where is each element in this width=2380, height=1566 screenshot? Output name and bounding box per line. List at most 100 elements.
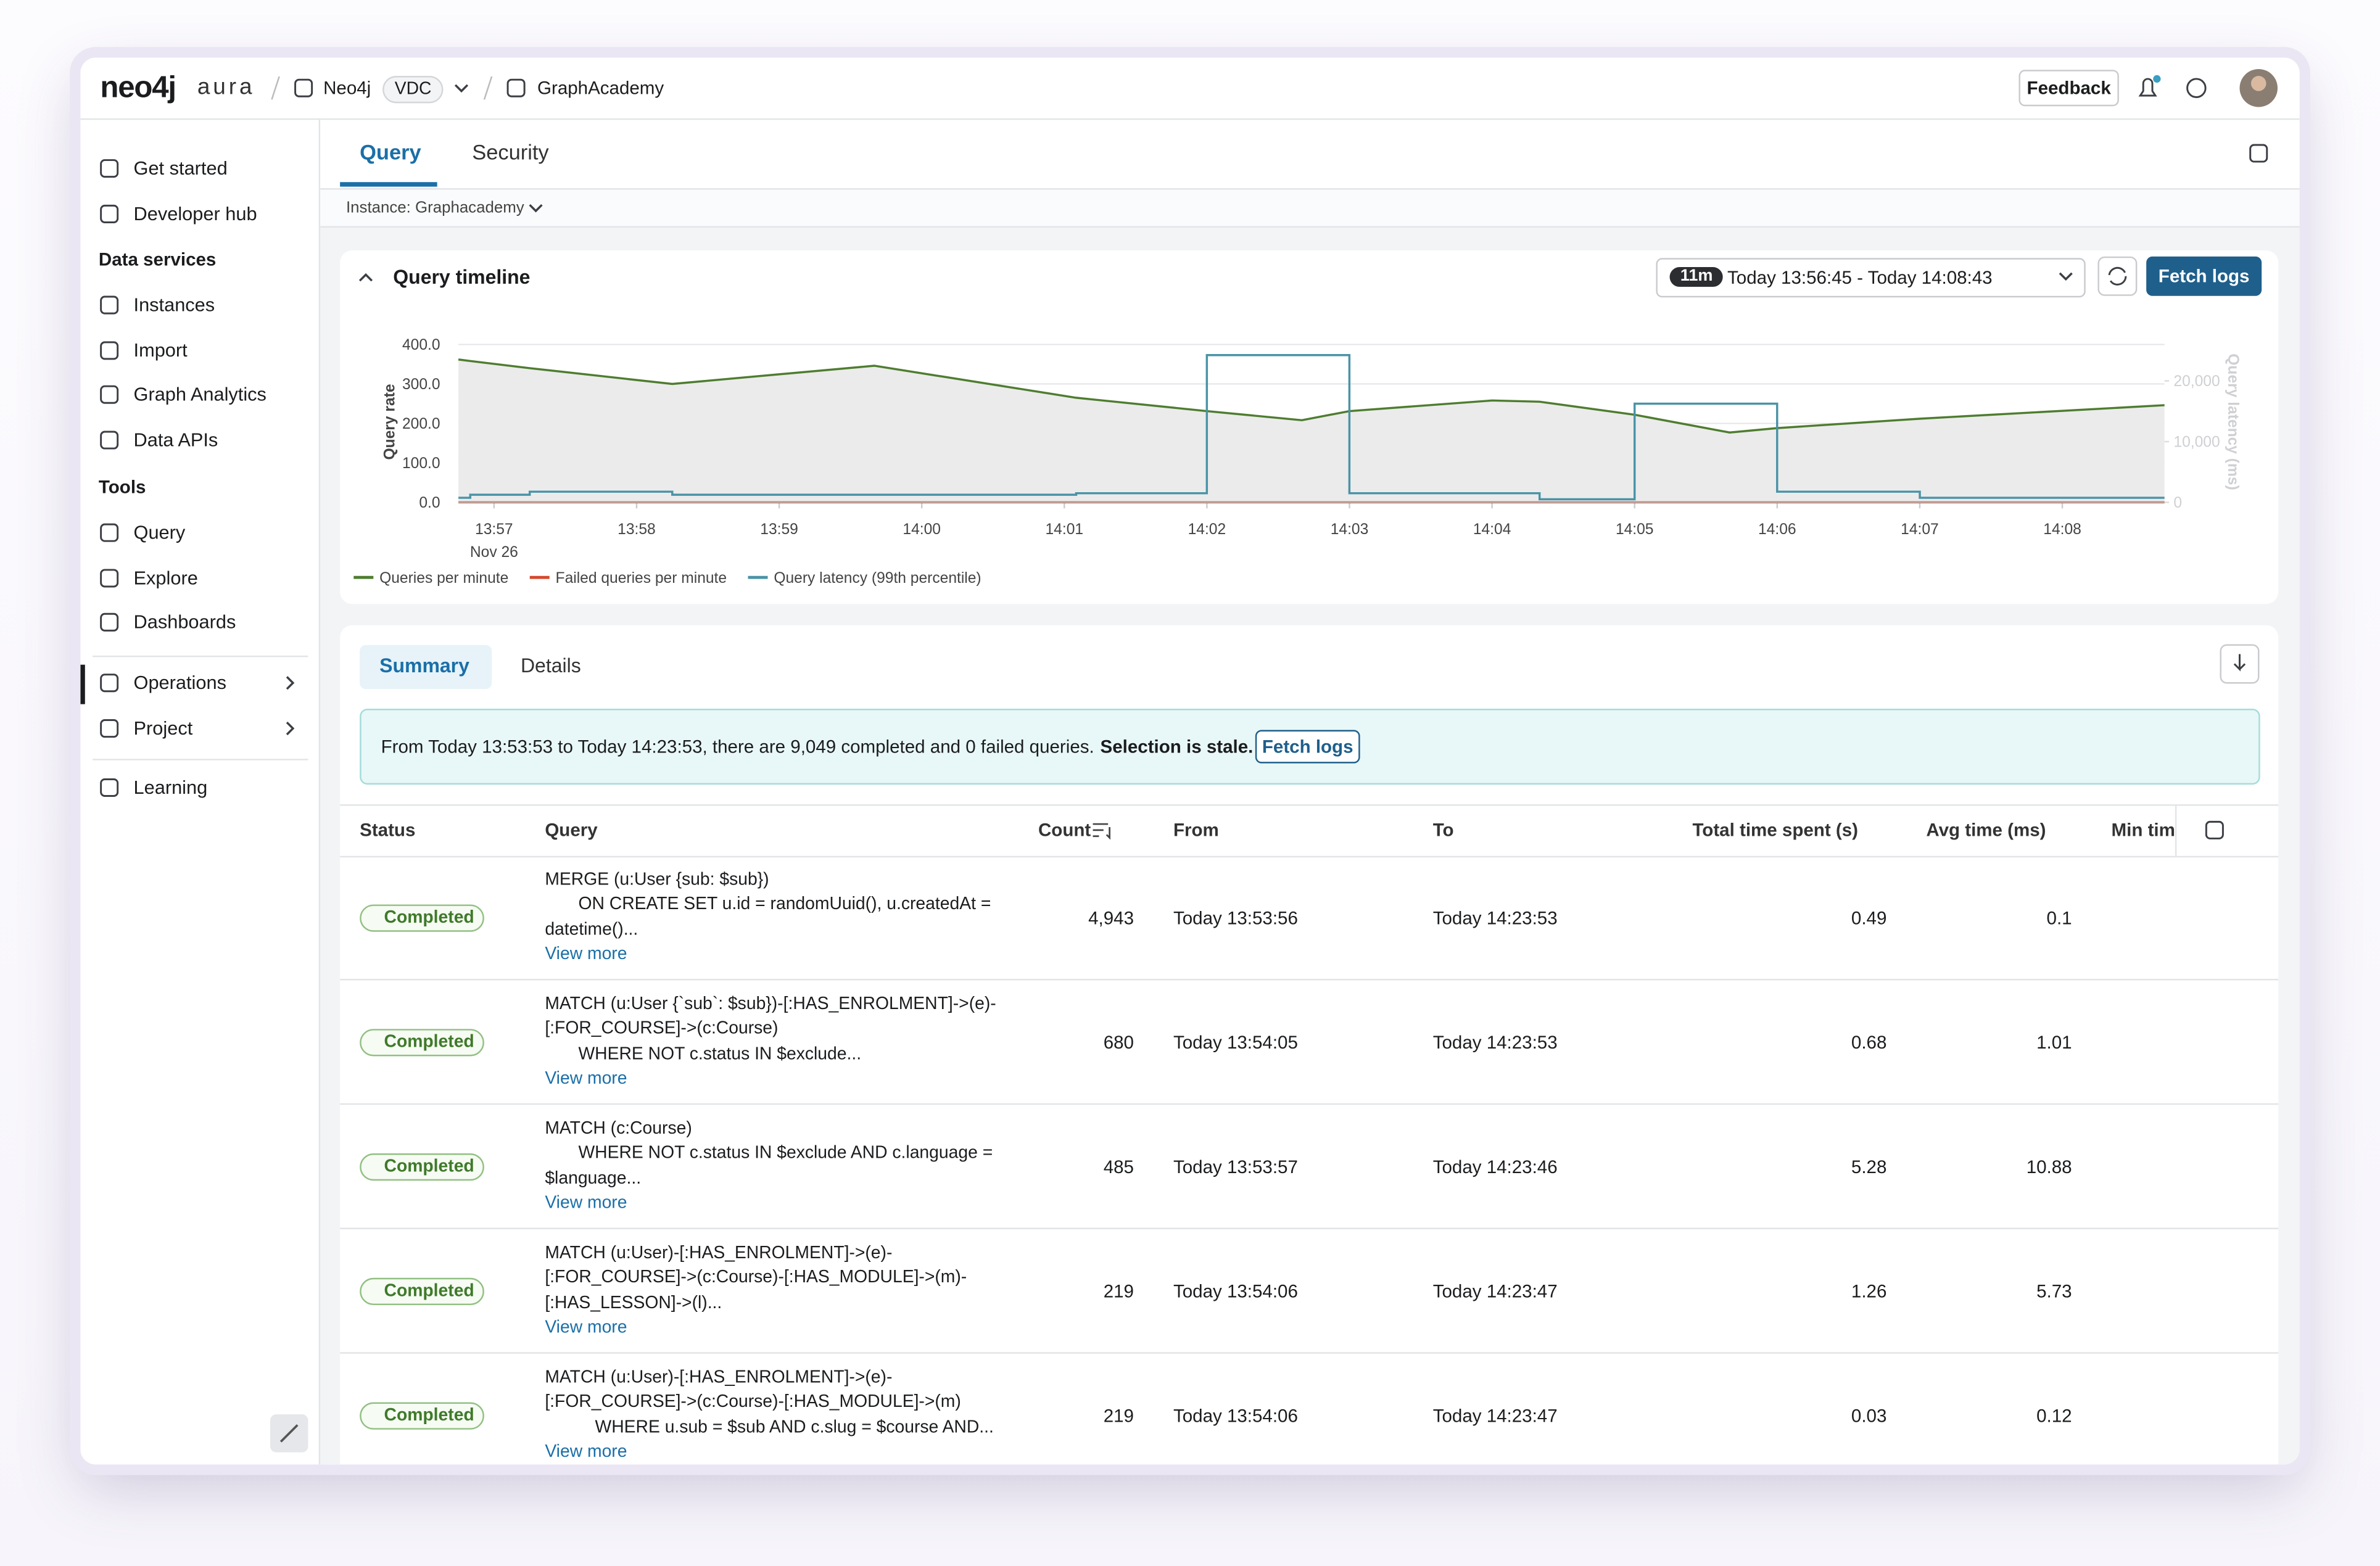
column-header[interactable]: Avg time (ms)	[1926, 818, 2046, 842]
nav-icon-shape	[101, 386, 118, 403]
nav-item[interactable]: Explore	[134, 566, 198, 590]
to: Today 14:23:53	[1433, 906, 1558, 930]
query-line: WHERE NOT c.status IN $exclude AND c.lan…	[578, 1142, 993, 1166]
column-header[interactable]: Query	[545, 818, 597, 842]
y2-tick-label: 0	[2173, 495, 2182, 511]
nav-item[interactable]: Learning	[134, 775, 208, 799]
instance-selector[interactable]: Instance: Graphacademy	[346, 196, 524, 220]
nav-divider	[93, 759, 308, 760]
nav-section-title: Tools	[99, 475, 146, 499]
y-tick-label: 200.0	[402, 416, 440, 432]
x-tick-label: 14:05	[1616, 521, 1654, 538]
view-more-link[interactable]: View more	[545, 1067, 627, 1091]
avatar[interactable]	[2239, 68, 2278, 108]
column-header[interactable]: Status	[360, 818, 415, 842]
summary-tab[interactable]: Details	[521, 654, 581, 678]
fetch-logs-button[interactable]: Fetch logs	[2146, 257, 2262, 296]
column-header[interactable]: From	[1173, 818, 1219, 842]
x-tick-label: 13:58	[618, 521, 656, 538]
folder-icon	[505, 77, 526, 98]
status-text: Completed	[384, 1031, 474, 1055]
nav-chevron-shape	[287, 722, 293, 735]
nav-item[interactable]: Get started	[134, 156, 228, 180]
y2-tick-label: 10,000	[2173, 434, 2220, 451]
count: 219	[1104, 1279, 1134, 1303]
sort-icon	[1091, 821, 1112, 839]
y2-tick-label: 20,000	[2173, 373, 2220, 390]
nav-item[interactable]: Project	[134, 716, 193, 740]
page-tab[interactable]: Query	[360, 139, 421, 163]
y-tick-label: 400.0	[402, 337, 440, 353]
nav-item[interactable]: Instances	[134, 293, 215, 317]
nav-icon-shape	[101, 675, 118, 691]
pin-button[interactable]	[270, 1414, 308, 1453]
bell-shape	[2140, 79, 2155, 96]
nav-icon-shape	[101, 614, 118, 630]
nav-icon-shape	[101, 297, 118, 313]
nav-icon	[99, 339, 120, 360]
report-button-shape	[2250, 145, 2267, 162]
report-button[interactable]	[2248, 142, 2269, 163]
column-divider	[2175, 806, 2176, 856]
refresh-button[interactable]	[2097, 257, 2137, 296]
count: 219	[1104, 1404, 1134, 1428]
view-more-link[interactable]: View more	[545, 1440, 627, 1464]
view-more-link[interactable]: View more	[545, 1191, 627, 1215]
nav-item[interactable]: Graph Analytics	[134, 382, 267, 406]
nav-item[interactable]: Data APIs	[134, 427, 218, 451]
nav-item[interactable]: Query	[134, 521, 186, 545]
x-tick-label: 13:57	[475, 521, 513, 538]
nav-active-bar	[80, 665, 85, 704]
nav-icon	[99, 522, 120, 543]
nav-item[interactable]: Import	[134, 337, 188, 361]
avg-time: 10.88	[2027, 1155, 2072, 1179]
feedback-button[interactable]: Feedback	[2018, 70, 2118, 106]
status-text: Completed	[384, 906, 474, 930]
summary-tab[interactable]: Summary	[379, 654, 469, 678]
column-header[interactable]: Total time spent (s)	[1692, 818, 1858, 842]
column-header[interactable]: Min tim	[2112, 818, 2175, 842]
banner-text: From Today 13:53:53 to Today 14:23:53, t…	[381, 735, 1094, 759]
query-line: MATCH (u:User)-[:HAS_ENROLMENT]->(e)-	[545, 1366, 892, 1390]
column-header[interactable]: Count	[1038, 818, 1091, 842]
nav-icon	[99, 567, 120, 588]
view-more-link[interactable]: View more	[545, 942, 627, 966]
y2-axis-label: Query latency (ms)	[2225, 353, 2241, 490]
download-button[interactable]	[2219, 643, 2260, 684]
range-chevron-shape	[2060, 273, 2072, 279]
query-line: $language...	[545, 1166, 641, 1190]
nav-item[interactable]: Operations	[134, 671, 226, 695]
query-line: ON CREATE SET u.id = randomUuid(), u.cre…	[578, 893, 991, 917]
nav-item[interactable]: Dashboards	[134, 610, 236, 634]
x-tick-label: 14:08	[2043, 521, 2081, 538]
from: Today 13:53:56	[1173, 906, 1298, 930]
nav-icon	[99, 718, 120, 739]
help-button[interactable]	[2184, 76, 2209, 100]
project-name: GraphAcademy	[537, 76, 664, 100]
x-tick-label: 14:04	[1473, 521, 1511, 538]
query-line: MERGE (u:User {sub: $sub})	[545, 868, 769, 892]
notifications-button[interactable]	[2134, 75, 2161, 102]
app-content: neo4jauraNeo4jVDCGraphAcademyFeedbackGet…	[80, 57, 2299, 1464]
notification-dot	[2153, 75, 2160, 83]
org-chevron	[452, 79, 471, 97]
column-header[interactable]: To	[1433, 818, 1454, 842]
nav-item[interactable]: Developer hub	[134, 201, 257, 225]
x-tick-label: 14:06	[1758, 521, 1796, 538]
org-icon	[293, 77, 314, 98]
page-tab[interactable]: Security	[472, 139, 548, 163]
count: 485	[1104, 1155, 1134, 1179]
view-more-link[interactable]: View more	[545, 1316, 627, 1340]
from: Today 13:53:57	[1173, 1155, 1298, 1179]
total-time: 0.49	[1851, 906, 1886, 930]
active-tab-underline	[340, 182, 437, 186]
query-line: [:FOR_COURSE]->(c:Course)-[:HAS_MODULE]-…	[545, 1266, 967, 1290]
column-settings-button[interactable]	[2204, 820, 2225, 841]
banner-fetch-button[interactable]: Fetch logs	[1255, 730, 1360, 764]
from: Today 13:54:06	[1173, 1404, 1298, 1428]
total-time: 0.03	[1851, 1404, 1886, 1428]
range-badge: 11m	[1670, 267, 1724, 287]
nav-icon	[99, 294, 120, 315]
